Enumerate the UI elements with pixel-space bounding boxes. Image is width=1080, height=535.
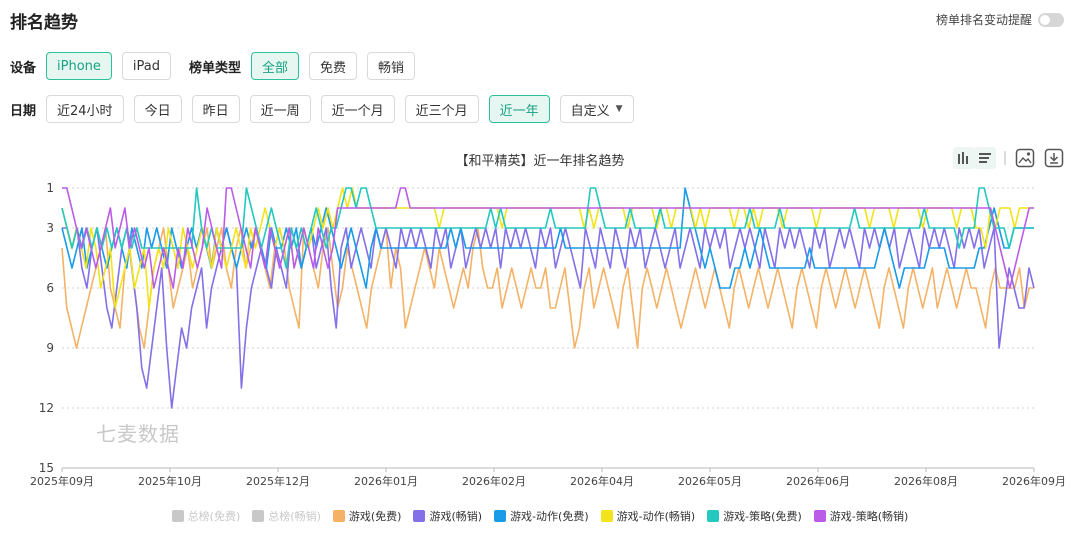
legend-label: 游戏-策略(畅销) bbox=[830, 508, 909, 524]
x-tick-label: 2026年01月 bbox=[354, 474, 418, 488]
y-tick-label: 6 bbox=[46, 281, 54, 295]
x-tick-label: 2026年05月 bbox=[678, 474, 742, 488]
legend-item[interactable]: 游戏-策略(免费) bbox=[707, 508, 802, 524]
x-tick-label: 2026年08月 bbox=[894, 474, 958, 488]
legend-swatch bbox=[601, 510, 613, 522]
y-tick-label: 9 bbox=[46, 341, 54, 355]
legend-label: 游戏(免费) bbox=[349, 508, 402, 524]
legend-item[interactable]: 总榜(免费) bbox=[172, 508, 241, 524]
x-tick-label: 2026年09月 bbox=[1002, 474, 1066, 488]
legend-swatch bbox=[172, 510, 184, 522]
x-tick-label: 2026年06月 bbox=[786, 474, 850, 488]
legend-item[interactable]: 游戏-动作(免费) bbox=[494, 508, 589, 524]
y-tick-label: 3 bbox=[46, 221, 54, 235]
legend-item[interactable]: 游戏(畅销) bbox=[413, 508, 482, 524]
x-tick-label: 2026年02月 bbox=[462, 474, 526, 488]
legend-label: 游戏-动作(畅销) bbox=[617, 508, 696, 524]
y-tick-label: 12 bbox=[39, 401, 54, 415]
legend-label: 总榜(畅销) bbox=[268, 508, 321, 524]
legend-swatch bbox=[333, 510, 345, 522]
legend-swatch bbox=[494, 510, 506, 522]
legend-item[interactable]: 游戏-策略(畅销) bbox=[814, 508, 909, 524]
legend-swatch bbox=[413, 510, 425, 522]
legend-item[interactable]: 总榜(畅销) bbox=[252, 508, 321, 524]
y-tick-label: 15 bbox=[39, 461, 54, 475]
y-tick-label: 1 bbox=[46, 181, 54, 195]
legend-label: 游戏-策略(免费) bbox=[723, 508, 802, 524]
x-tick-label: 2026年04月 bbox=[570, 474, 634, 488]
x-tick-label: 2025年10月 bbox=[138, 474, 202, 488]
legend-label: 游戏-动作(免费) bbox=[510, 508, 589, 524]
chart-series[interactable] bbox=[62, 188, 1034, 408]
legend-swatch bbox=[814, 510, 826, 522]
legend-label: 总榜(免费) bbox=[188, 508, 241, 524]
x-tick-label: 2025年09月 bbox=[30, 474, 94, 488]
legend-label: 游戏(畅销) bbox=[429, 508, 482, 524]
legend-swatch bbox=[707, 510, 719, 522]
legend-swatch bbox=[252, 510, 264, 522]
watermark: 七麦数据 bbox=[96, 418, 180, 447]
legend-item[interactable]: 游戏-动作(畅销) bbox=[601, 508, 696, 524]
x-tick-label: 2025年12月 bbox=[246, 474, 310, 488]
legend-item[interactable]: 游戏(免费) bbox=[333, 508, 402, 524]
chart-legend: 总榜(免费) 总榜(畅销) 游戏(免费) 游戏(畅销) 游戏-动作(免费) 游戏-动作(畅… bbox=[0, 508, 1080, 524]
